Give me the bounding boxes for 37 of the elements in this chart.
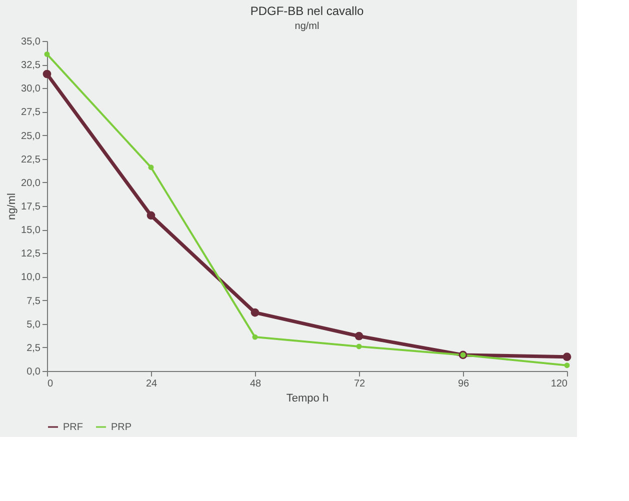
y-tick-label: 32,5 [21, 60, 41, 72]
y-tick-label: 27,5 [21, 107, 41, 118]
x-tick-label: 96 [458, 378, 470, 390]
y-tick-label: 30,0 [21, 84, 41, 95]
x-tick-label: 48 [250, 378, 262, 390]
y-tick-label: 17,5 [21, 202, 41, 212]
chart-title: PDGF-BB nel cavallo [250, 4, 364, 18]
point [354, 332, 364, 340]
y-tick-label: 35,0 [21, 36, 41, 48]
y-tick-label: 12,5 [21, 248, 41, 260]
point [42, 70, 52, 78]
point [564, 362, 570, 368]
y-tick-label: 15,0 [21, 225, 41, 236]
x-axis-title: Tempo h [286, 392, 329, 404]
y-axis-title: ng/ml [6, 193, 18, 220]
point [146, 211, 156, 220]
chart-subtitle: ng/ml [294, 21, 320, 32]
legend-label: PRP [111, 422, 132, 433]
y-tick-label: 20,0 [21, 178, 41, 189]
y-tick-label: 25,0 [21, 130, 41, 142]
y-tick-label: 7,5 [26, 296, 41, 307]
y-tick-label: 10,0 [21, 272, 41, 284]
y-tick-label: 0,0 [26, 366, 41, 378]
point [44, 51, 50, 57]
y-tick-label: 2,5 [26, 342, 41, 354]
legend-label: PRF [63, 422, 83, 433]
x-tick-label: 72 [354, 378, 366, 390]
point [356, 344, 362, 350]
y-tick-label: 22,5 [21, 154, 41, 166]
x-tick-label: 120 [550, 378, 568, 390]
point [148, 164, 154, 170]
point [562, 352, 572, 362]
x-tick-label: 0 [48, 378, 54, 390]
x-tick-label: 24 [146, 378, 158, 390]
y-tick-label: 5,0 [26, 319, 41, 330]
point [252, 334, 258, 340]
point [250, 308, 260, 317]
